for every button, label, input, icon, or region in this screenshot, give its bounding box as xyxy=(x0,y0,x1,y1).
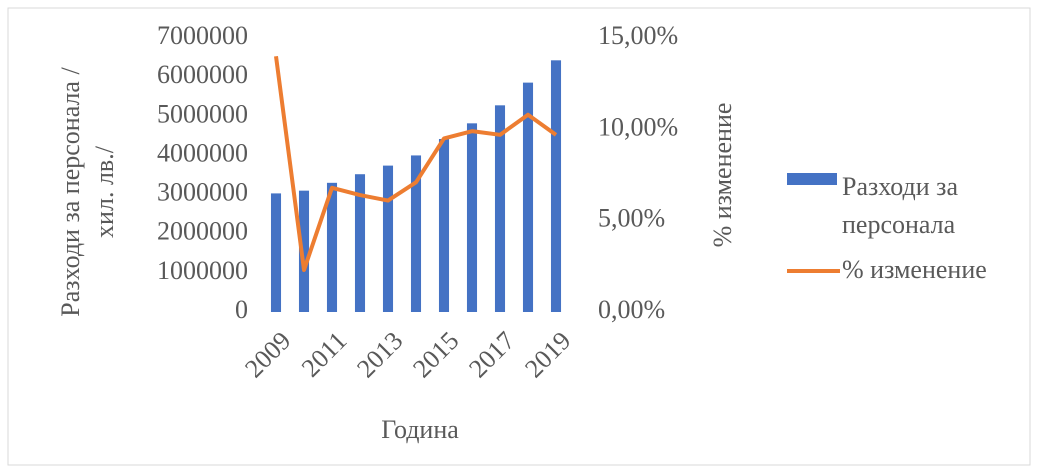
bar xyxy=(354,174,366,312)
bar xyxy=(550,60,562,312)
y-tick-label: 7000000 xyxy=(157,21,248,50)
x-axis-title: Година xyxy=(381,415,459,444)
y-tick-label: 5000000 xyxy=(157,99,248,128)
y-tick-label: 3000000 xyxy=(157,178,248,207)
y2-tick-label: 15,00% xyxy=(598,21,678,50)
x-tick-label: 2013 xyxy=(351,326,408,383)
y-tick-label: 6000000 xyxy=(157,60,248,89)
x-tick-label: 2019 xyxy=(519,326,576,383)
bar xyxy=(522,82,534,312)
y-tick-label: 2000000 xyxy=(157,217,248,246)
bar xyxy=(326,182,338,312)
chart-frame xyxy=(7,7,1031,466)
legend-swatch xyxy=(787,173,837,185)
bar xyxy=(298,190,310,312)
y2-axis-title: % изменение xyxy=(708,103,737,248)
y2-tick-label: 5,00% xyxy=(598,204,665,233)
legend-label: Разходи за персонала xyxy=(842,172,958,239)
bar xyxy=(466,123,478,313)
bar xyxy=(270,193,282,312)
x-tick-label: 2009 xyxy=(239,326,296,383)
y-tick-label: 4000000 xyxy=(157,138,248,167)
y2-tick-label: 10,00% xyxy=(598,112,678,141)
bar xyxy=(410,155,422,312)
y2-tick-label: 0,00% xyxy=(598,295,665,324)
bar xyxy=(382,165,394,312)
legend-label: % изменение xyxy=(842,255,987,284)
bar xyxy=(438,138,450,312)
y-axis-title: Разходи за персонала /хил. лв./ xyxy=(56,67,119,317)
x-tick-label: 2015 xyxy=(407,326,464,383)
y-tick-label: 0 xyxy=(235,295,248,324)
x-tick-label: 2011 xyxy=(296,326,353,383)
y-tick-label: 1000000 xyxy=(157,256,248,285)
x-tick-label: 2017 xyxy=(463,326,520,383)
line xyxy=(274,56,558,272)
bar xyxy=(494,105,506,312)
